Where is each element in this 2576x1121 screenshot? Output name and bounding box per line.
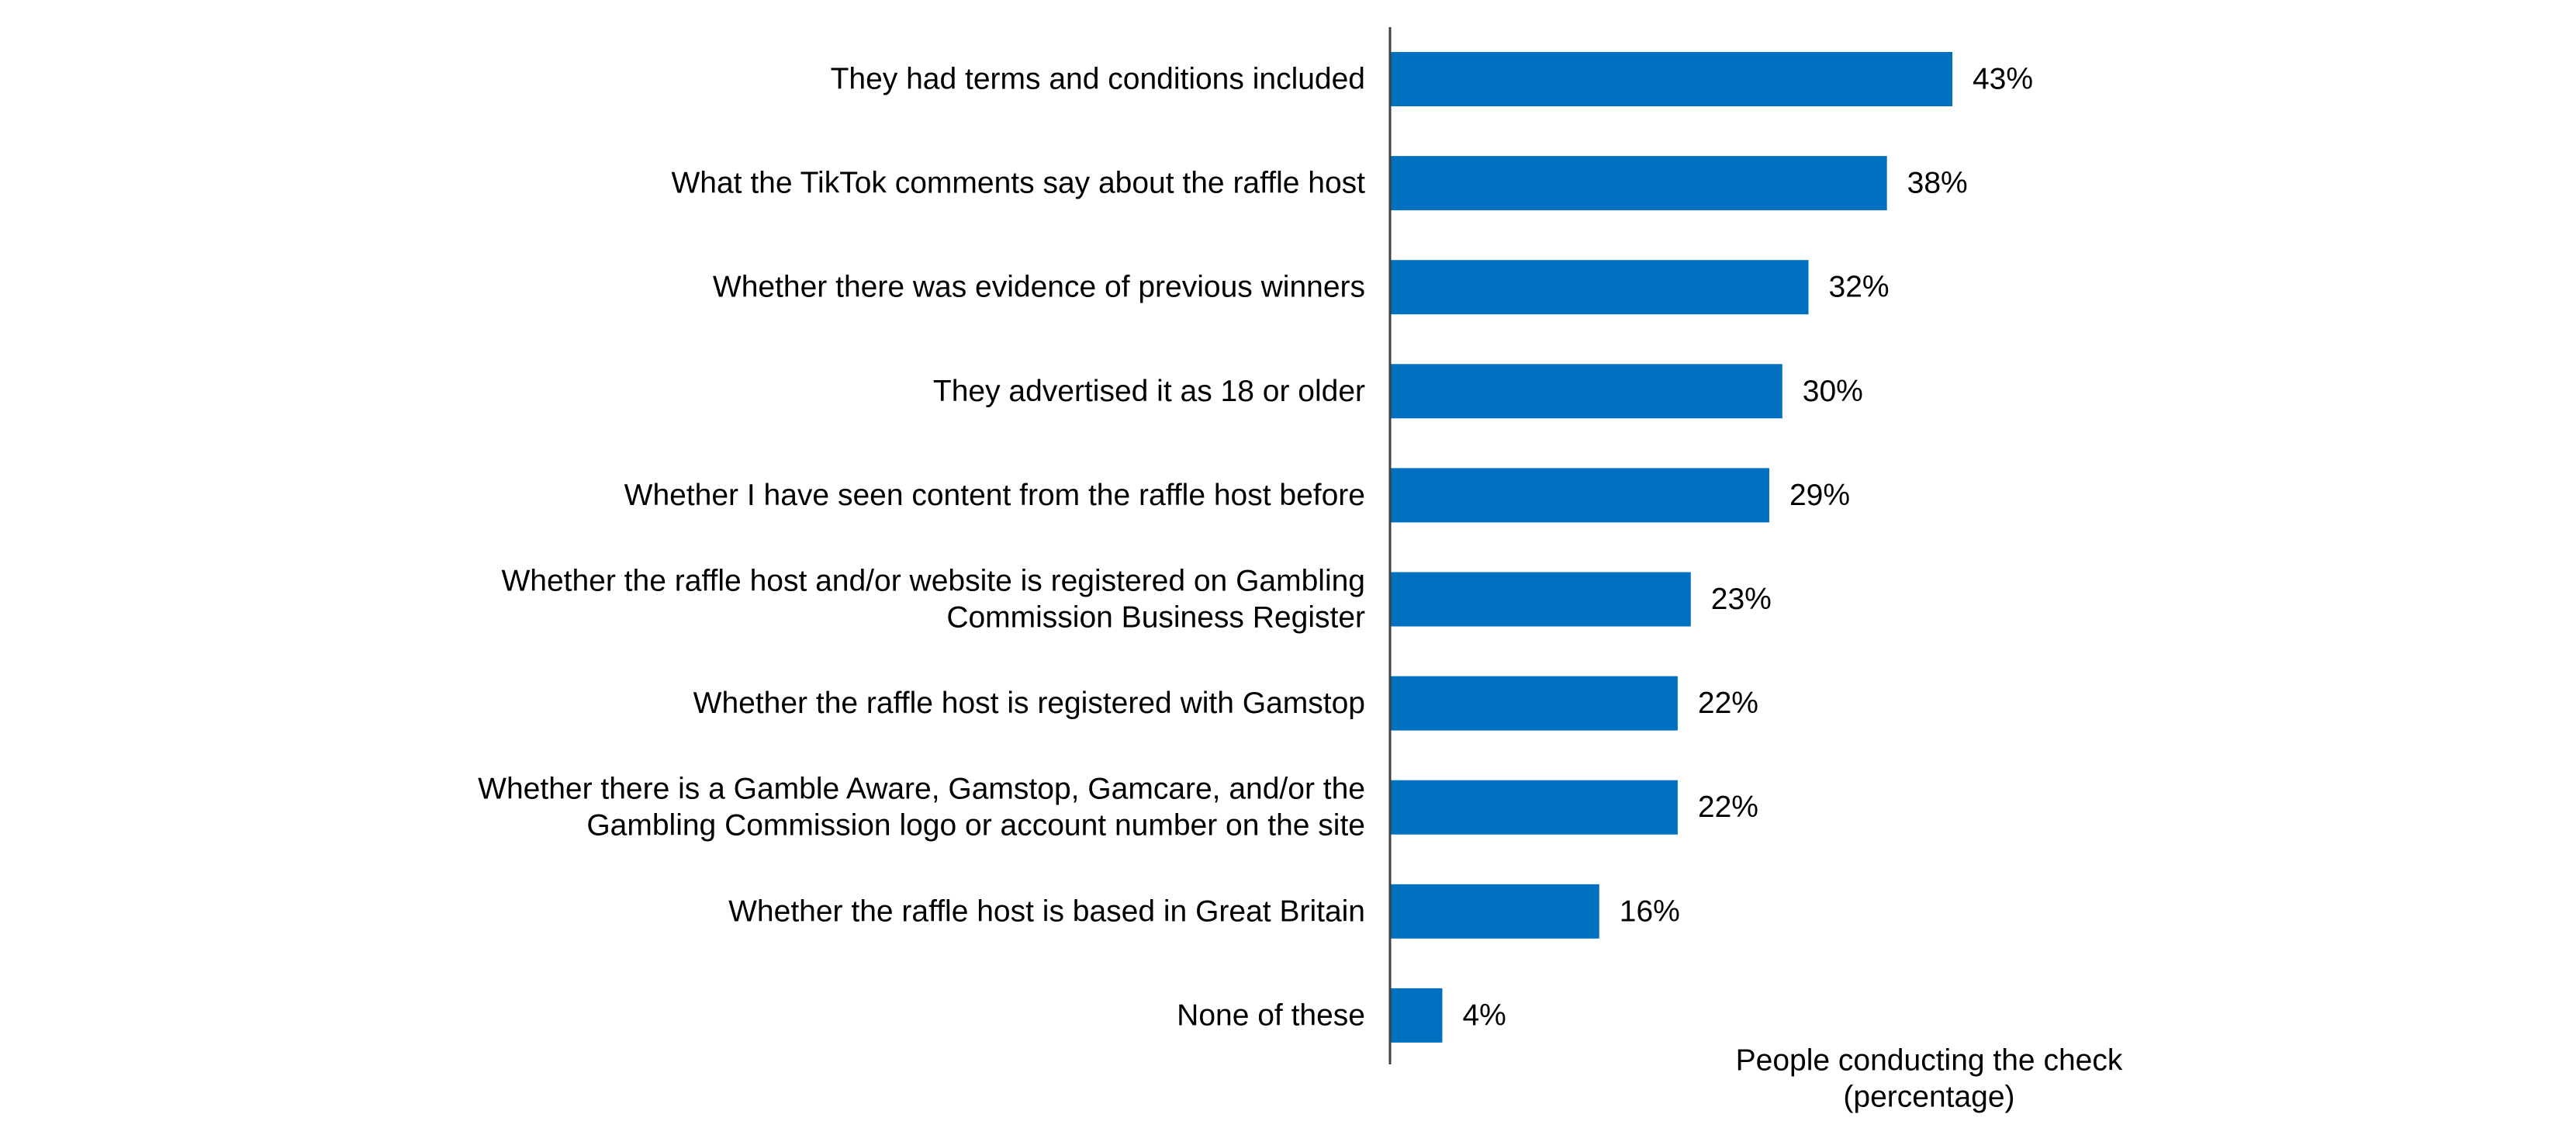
category-label: What the TikTok comments say about the r…	[671, 167, 1365, 200]
category-label: Whether there is a Gamble Aware, Gamstop…	[478, 773, 1365, 806]
category-label: Whether there was evidence of previous w…	[713, 271, 1365, 304]
bar	[1390, 364, 1782, 419]
category-label: They had terms and conditions included	[831, 63, 1365, 96]
bar	[1390, 572, 1691, 627]
bar-value-label: 38%	[1907, 167, 1968, 200]
bar-value-label: 4%	[1462, 998, 1506, 1032]
value-labels-group: 43% 38% 32% 30% 29% 23% 22% 22% 16% 4%	[1462, 63, 2033, 1033]
category-labels-group: They had terms and conditions included Wh…	[478, 63, 1365, 1033]
bar-value-label: 22%	[1698, 791, 1758, 824]
category-label: They advertised it as 18 or older	[933, 375, 1365, 408]
x-axis-title: People conducting the check (percentage)	[1736, 1044, 2123, 1114]
x-axis-title-line: People conducting the check	[1736, 1044, 2123, 1078]
bar	[1390, 156, 1887, 211]
bar	[1390, 260, 1809, 315]
category-label: Commission Business Register	[946, 601, 1365, 635]
bar-value-label: 32%	[1829, 271, 1890, 304]
bar-value-label: 43%	[1973, 63, 2033, 96]
category-label: Whether I have seen content from the raf…	[624, 479, 1365, 512]
bars-group	[1390, 52, 1952, 1043]
category-label: Whether the raffle host and/or website i…	[501, 565, 1365, 598]
bar-value-label: 29%	[1789, 479, 1850, 512]
bar-value-label: 30%	[1803, 375, 1863, 408]
bar-value-label: 23%	[1711, 583, 1772, 616]
bar-value-label: 22%	[1698, 687, 1758, 720]
bar	[1390, 468, 1769, 523]
bar	[1390, 988, 1443, 1043]
bar	[1390, 676, 1678, 731]
bar	[1390, 884, 1599, 939]
category-label: Gambling Commission logo or account numb…	[586, 809, 1365, 842]
category-label: Whether the raffle host is registered wi…	[693, 687, 1365, 720]
bar	[1390, 52, 1952, 106]
category-label: None of these	[1177, 998, 1365, 1032]
x-axis-title-line: (percentage)	[1843, 1081, 2014, 1114]
bar-value-label: 16%	[1620, 894, 1680, 928]
category-label: Whether the raffle host is based in Grea…	[728, 894, 1365, 928]
bar	[1390, 780, 1678, 835]
